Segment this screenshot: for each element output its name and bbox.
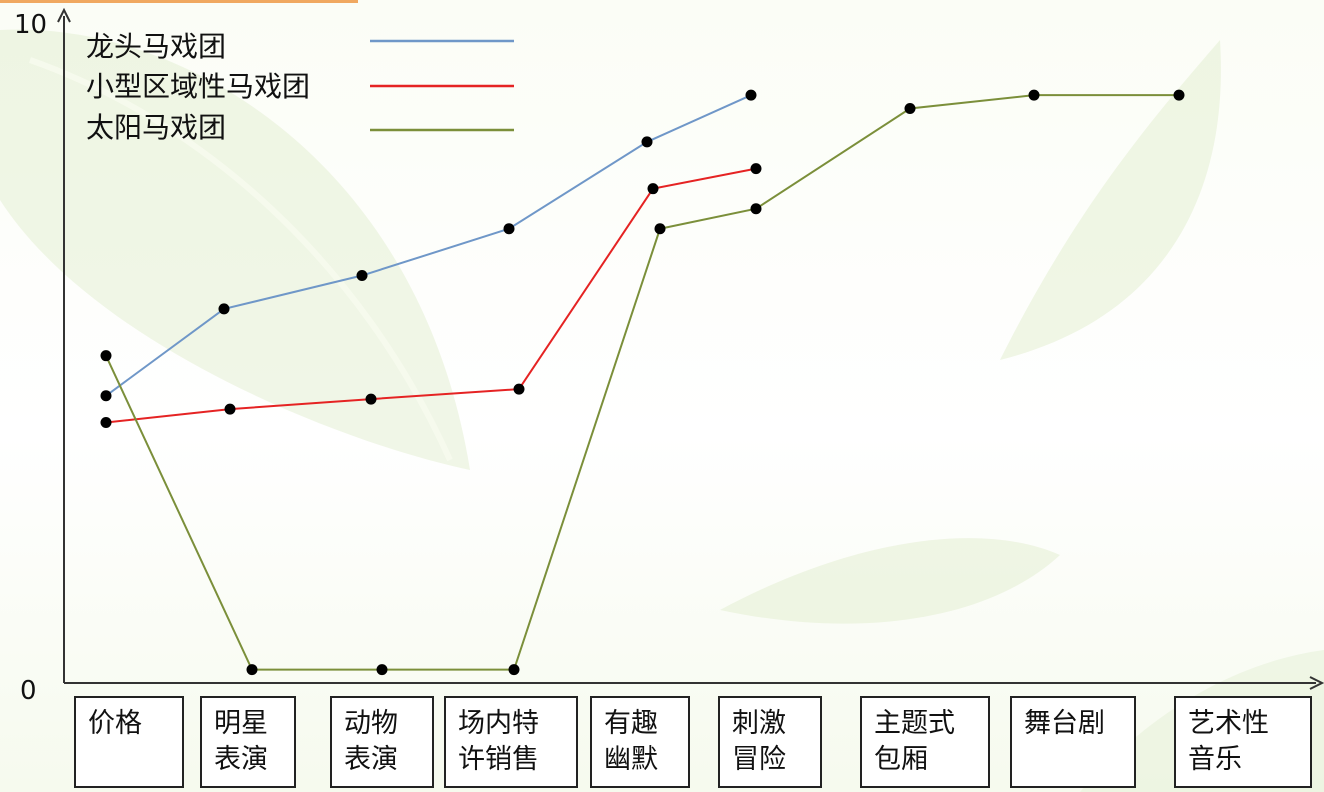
data-point-s3-5 <box>654 223 666 235</box>
category-label-8: 舞台剧 <box>1010 696 1136 788</box>
data-point-s1-4 <box>503 223 515 235</box>
category-label-4: 场内特 许销售 <box>444 696 578 788</box>
legend-label-series-3: 太阳马戏团 <box>86 111 227 144</box>
category-label-2: 明星 表演 <box>200 696 296 788</box>
data-point-s2-4 <box>513 383 525 395</box>
legend-label-series-2: 小型区域性马戏团 <box>86 70 311 103</box>
category-label-5: 有趣 幽默 <box>590 696 690 788</box>
data-point-s2-3 <box>365 393 377 405</box>
data-point-s2-2 <box>224 403 236 415</box>
axes <box>57 7 1324 690</box>
data-point-s2-6 <box>750 163 762 175</box>
data-point-s3-4 <box>508 664 520 676</box>
data-point-s3-1 <box>100 350 112 362</box>
series-line-2 <box>105 167 757 424</box>
data-point-s1-2 <box>218 303 230 315</box>
data-point-s1-3 <box>356 270 368 282</box>
data-point-s1-5 <box>641 136 653 148</box>
data-point-s3-8 <box>1028 89 1040 101</box>
category-label-3: 动物 表演 <box>330 696 434 788</box>
leaf-background <box>0 29 1324 792</box>
series-line-1 <box>105 94 752 397</box>
legend-swatches <box>370 39 514 132</box>
top-accent-rule <box>0 0 358 3</box>
data-point-s3-6 <box>750 203 762 215</box>
y-tick-label-min: 0 <box>20 676 37 706</box>
category-label-1: 价格 <box>74 696 184 788</box>
y-axis-arrow <box>57 7 71 23</box>
data-point-s2-1 <box>100 416 112 428</box>
series-layer <box>100 89 1185 676</box>
category-label-6: 刺激 冒险 <box>718 696 822 788</box>
category-label-9: 艺术性 音乐 <box>1174 696 1312 788</box>
data-point-s1-6 <box>745 89 757 101</box>
category-label-7: 主题式 包厢 <box>860 696 990 788</box>
data-point-s3-7 <box>904 103 916 115</box>
legend-label-series-1: 龙头马戏团 <box>86 30 227 63</box>
data-point-s1-1 <box>100 390 112 402</box>
data-point-s3-3 <box>376 664 388 676</box>
data-point-s3-9 <box>1173 89 1185 101</box>
data-point-s3-2 <box>246 664 258 676</box>
y-tick-label-max: 10 <box>14 10 48 40</box>
x-axis-arrow <box>1309 676 1324 690</box>
data-point-s2-5 <box>647 183 659 195</box>
